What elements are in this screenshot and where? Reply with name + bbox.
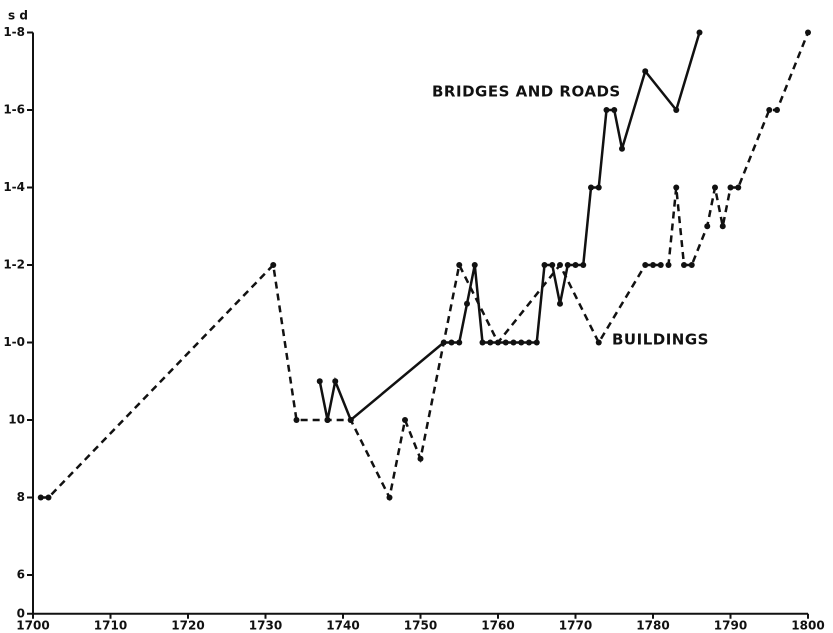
data-point [386,494,393,501]
data-point [603,107,610,113]
y-tick-label: 1-4 [3,180,25,194]
data-point [479,339,486,346]
data-point [324,417,331,423]
data-point [735,184,742,191]
data-point [611,107,618,113]
x-tick-label: 1800 [791,618,824,632]
x-tick-label: 1780 [636,618,669,632]
y-tick-label: 0 [17,606,25,620]
x-tick-label: 1730 [249,618,282,632]
data-point [502,339,509,346]
y-tick-label: 1-6 [3,103,25,117]
data-point [580,262,587,268]
data-point [557,300,563,307]
data-point [650,262,656,268]
data-point [805,29,811,36]
data-point [665,262,672,268]
data-point [456,262,463,268]
data-point [347,417,354,423]
data-point [37,494,44,501]
y-tick-label: 1-2 [3,258,25,272]
data-point [270,262,277,268]
data-point [564,262,571,268]
data-point [464,300,470,307]
data-point [696,29,703,36]
x-tick-label: 1790 [714,618,747,632]
y-tick-label: 8 [17,490,25,504]
data-point [688,262,695,268]
data-point [774,107,780,113]
data-point [712,184,718,191]
x-tick-label: 1720 [171,618,204,632]
data-point [572,262,579,268]
data-point [727,184,734,191]
data-point [642,68,649,75]
data-point [526,339,532,346]
data-point [549,262,556,268]
data-point [456,339,463,346]
data-point [45,494,52,501]
y-tick-label: 10 [8,413,25,427]
data-point [766,107,773,113]
data-point [541,262,548,268]
x-tick-label: 1740 [326,618,359,632]
series-label: BUILDINGS [612,331,709,349]
data-point [557,262,563,268]
data-point [518,339,525,346]
data-point [487,339,494,346]
data-point [588,184,594,191]
data-point [402,417,408,423]
data-point [673,184,680,191]
data-point [293,417,300,423]
data-point [417,455,424,462]
x-tick-label: 1750 [404,618,437,632]
data-point [471,262,478,268]
data-point [448,339,455,346]
data-point [510,339,517,346]
data-point [440,339,447,346]
data-point [681,262,687,268]
data-point [316,378,323,385]
data-point [642,262,649,268]
data-point [619,145,625,152]
x-tick-label: 1770 [559,618,592,632]
data-point [719,223,726,230]
data-point [704,223,711,230]
data-point [595,184,602,191]
y-tick-label: 6 [17,568,25,582]
x-tick-label: 1760 [481,618,514,632]
y-axis-label: s d [8,9,28,23]
data-point [673,107,680,113]
series-label: BRIDGES AND ROADS [432,83,621,101]
data-point [657,262,664,268]
y-tick-label: 1-8 [3,25,25,39]
data-point [533,339,540,346]
x-tick-label: 1710 [94,618,127,632]
series-line [40,32,810,502]
data-point [595,339,602,346]
data-point [332,378,339,385]
x-tick-label: 1700 [16,618,49,632]
y-tick-label: 1-0 [3,335,25,349]
